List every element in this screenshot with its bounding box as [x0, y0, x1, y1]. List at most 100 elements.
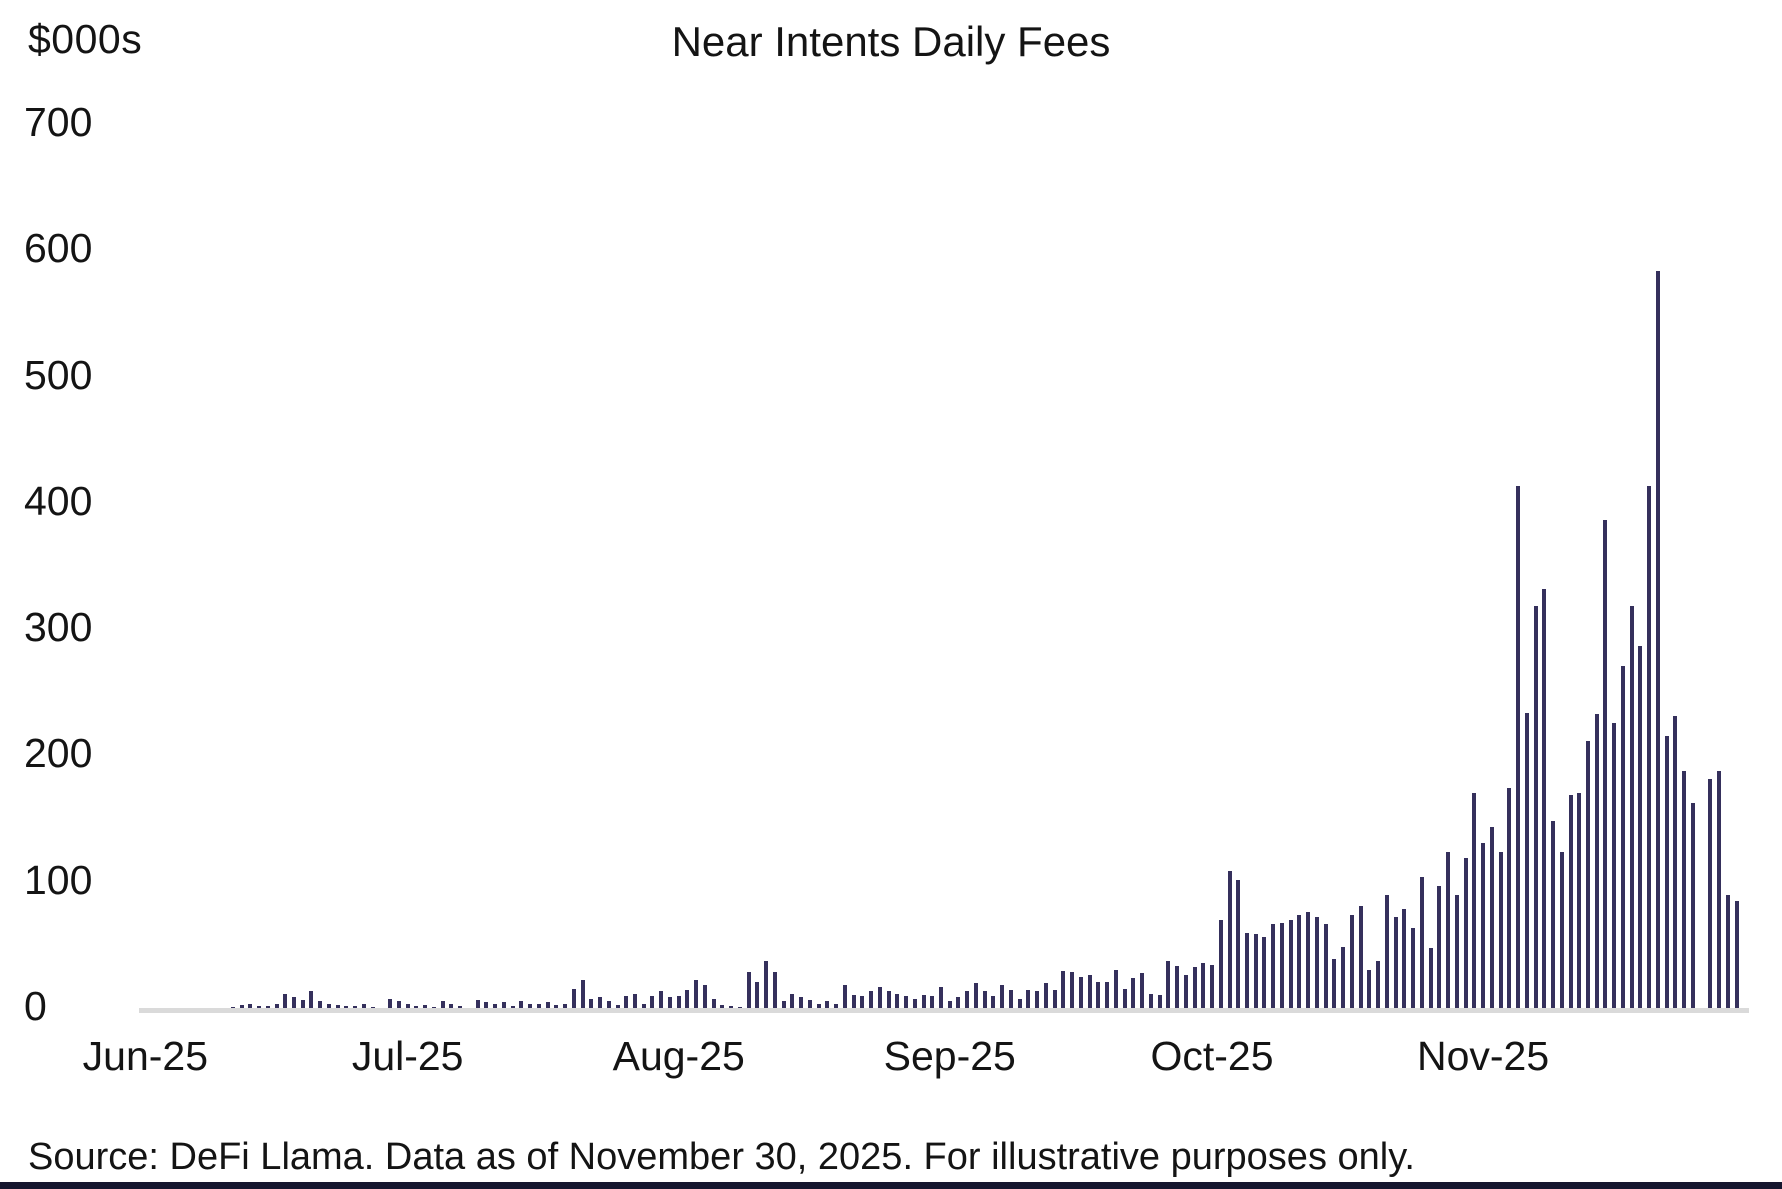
- daily-fee-bar: [528, 1003, 533, 1010]
- daily-fee-bar: [702, 984, 707, 1010]
- y-tick-label: 200: [24, 730, 93, 777]
- daily-fee-bar: [493, 1003, 498, 1010]
- daily-fee-bar: [956, 997, 961, 1010]
- daily-fee-bar: [632, 993, 637, 1010]
- daily-fee-bar: [790, 993, 795, 1010]
- daily-fee-bar: [1113, 969, 1118, 1010]
- daily-fee-bar: [746, 972, 751, 1010]
- chart-title: Near Intents Daily Fees: [671, 18, 1111, 65]
- daily-fee-bar: [886, 991, 891, 1010]
- bar-series-plot-area: [141, 120, 1741, 1010]
- daily-fee-bar: [1087, 974, 1092, 1010]
- y-tick-label: 100: [24, 856, 93, 903]
- daily-fee-bar: [694, 979, 699, 1010]
- daily-fee-bar: [947, 1001, 952, 1010]
- daily-fee-bar: [1218, 920, 1223, 1010]
- y-tick-label: 700: [24, 98, 93, 145]
- daily-fee-bar: [1454, 895, 1459, 1010]
- daily-fee-bar: [1542, 589, 1547, 1010]
- daily-fee-bar: [1367, 969, 1372, 1010]
- daily-fee-bar: [1078, 977, 1083, 1010]
- daily-fee-bar: [1655, 271, 1660, 1010]
- daily-fee-bar: [1376, 960, 1381, 1010]
- daily-fee-bar: [1507, 787, 1512, 1010]
- daily-fee-bar: [1157, 994, 1162, 1010]
- daily-fee-bar: [1017, 998, 1022, 1010]
- daily-fee-bar: [1008, 989, 1013, 1010]
- daily-fee-bar: [825, 1001, 830, 1010]
- daily-fee-bar: [1419, 877, 1424, 1010]
- daily-fee-bar: [1201, 963, 1206, 1010]
- daily-fee-bar: [624, 996, 629, 1010]
- daily-fee-bar: [851, 994, 856, 1010]
- daily-fee-bar: [807, 999, 812, 1010]
- daily-fee-bar: [1122, 988, 1127, 1010]
- daily-fee-bar: [1341, 946, 1346, 1010]
- daily-fee-bar: [1612, 723, 1617, 1010]
- daily-fee-bar: [641, 1003, 646, 1010]
- daily-fee-bar: [536, 1003, 541, 1010]
- daily-fee-bar: [1262, 936, 1267, 1010]
- source-note: Source: DeFi Llama. Data as of November …: [28, 1136, 1415, 1178]
- daily-fee-bar: [1210, 964, 1215, 1010]
- daily-fee-bar: [685, 989, 690, 1010]
- daily-fee-bar: [991, 996, 996, 1010]
- daily-fee-bar: [1052, 989, 1057, 1010]
- daily-fee-bar: [554, 1004, 559, 1010]
- daily-fee-bar: [1481, 843, 1486, 1010]
- daily-fee-bar: [930, 996, 935, 1010]
- daily-fee-bar: [545, 1002, 550, 1010]
- daily-fee-bar: [598, 997, 603, 1010]
- daily-fee-bar: [318, 1001, 323, 1010]
- daily-fee-bar: [1314, 916, 1319, 1010]
- daily-fee-bar: [1411, 927, 1416, 1010]
- daily-fee-bar: [965, 991, 970, 1010]
- y-tick-label: 300: [24, 604, 93, 651]
- daily-fee-bar: [1585, 740, 1590, 1010]
- daily-fee-bar: [239, 1004, 244, 1010]
- x-tick-label: Oct-25: [1150, 1033, 1274, 1079]
- daily-fee-bar: [309, 991, 314, 1010]
- daily-fee-bar: [1035, 991, 1040, 1010]
- daily-fee-bar: [1708, 778, 1713, 1010]
- daily-fee-bar: [869, 991, 874, 1010]
- x-tick-label: Jul-25: [351, 1033, 464, 1079]
- daily-fee-bar: [982, 991, 987, 1010]
- daily-fee-bar: [799, 997, 804, 1010]
- daily-fee-bar: [1043, 983, 1048, 1010]
- daily-fee-bar: [1323, 924, 1328, 1010]
- y-axis-unit-label: $000s: [28, 16, 143, 62]
- daily-fee-bar: [274, 1003, 279, 1010]
- daily-fee-bar: [519, 1001, 524, 1010]
- daily-fee-bar: [1725, 895, 1730, 1010]
- daily-fee-bar: [720, 1004, 725, 1010]
- daily-fee-bar: [1489, 826, 1494, 1010]
- daily-fee-bar: [1734, 901, 1739, 1010]
- daily-fee-bar: [248, 1003, 253, 1010]
- daily-fee-bar: [1026, 989, 1031, 1010]
- daily-fee-bar: [676, 996, 681, 1010]
- daily-fee-bar: [580, 979, 585, 1010]
- daily-fee-bar: [1577, 792, 1582, 1010]
- daily-fee-bar: [606, 1001, 611, 1010]
- daily-fee-bar: [1594, 714, 1599, 1010]
- daily-fee-bar: [335, 1004, 340, 1010]
- daily-fee-bar: [563, 1003, 568, 1010]
- daily-fee-bar: [1070, 972, 1075, 1010]
- daily-fee-bar: [1096, 982, 1101, 1010]
- daily-fee-bar: [1245, 932, 1249, 1010]
- daily-fee-bar: [1236, 879, 1241, 1010]
- daily-fee-bar: [1664, 735, 1669, 1010]
- daily-fee-bar: [1629, 605, 1634, 1010]
- daily-fee-bar: [1498, 852, 1503, 1010]
- daily-fee-bar: [912, 998, 917, 1010]
- y-tick-label: 600: [24, 225, 93, 272]
- daily-fee-bar: [1673, 715, 1678, 1010]
- y-tick-label: 500: [24, 351, 93, 398]
- daily-fee-bar: [1568, 795, 1573, 1010]
- daily-fee-bar: [1192, 967, 1197, 1010]
- daily-fee-bar: [1148, 993, 1153, 1010]
- daily-fee-bar: [1524, 713, 1529, 1010]
- daily-fee-bar: [1384, 895, 1389, 1010]
- daily-fee-bar: [1253, 934, 1258, 1010]
